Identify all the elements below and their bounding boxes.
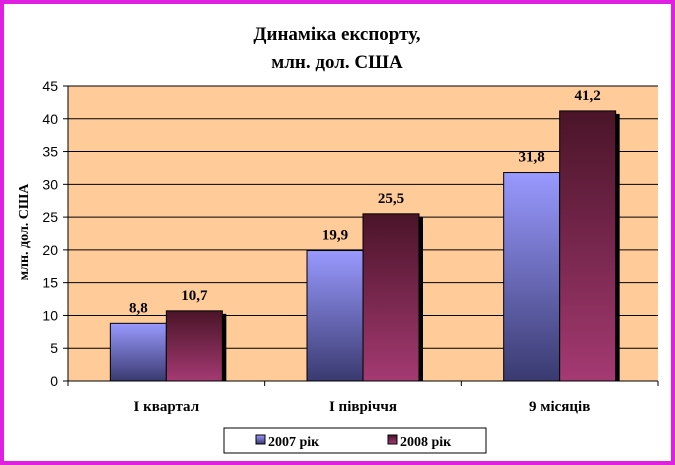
y-tick-label: 30 <box>42 176 58 192</box>
legend-label-2007: 2007 рік <box>268 435 320 450</box>
y-tick-label: 5 <box>50 340 58 356</box>
y-tick-label: 35 <box>42 144 58 160</box>
y-tick-label: 40 <box>42 111 58 127</box>
bar-2007-рік-0 <box>109 322 167 382</box>
data-label: 41,2 <box>575 88 601 104</box>
bars <box>109 110 620 382</box>
bar-2008-рік-1 <box>362 213 420 382</box>
chart-title-line-2: млн. дол. США <box>271 52 403 73</box>
x-category-label: I півріччя <box>329 399 397 415</box>
legend-swatch-2007 <box>255 434 266 445</box>
data-label: 8,8 <box>129 300 148 316</box>
legend-box <box>223 427 487 454</box>
legend-label-2008: 2008 рік <box>400 435 452 450</box>
y-tick-label: 45 <box>42 78 58 94</box>
bar-2007-рік-1 <box>306 250 364 382</box>
y-tick-label: 25 <box>42 209 58 225</box>
data-label: 19,9 <box>322 228 348 244</box>
legend-swatch-2008 <box>387 434 398 445</box>
legend: 2007 рік 2008 рік <box>223 427 487 454</box>
x-category-labels: I квартал I півріччя 9 місяців <box>134 399 591 415</box>
data-label: 25,5 <box>378 191 404 207</box>
axes <box>63 85 659 386</box>
y-tick-labels: 0 5 10 15 20 25 30 35 40 45 <box>42 78 58 389</box>
chart-title-line-1: Динаміка експорту, <box>253 24 420 45</box>
bar-2008-рік-2 <box>559 110 617 382</box>
bar-2007-рік-2 <box>503 172 561 382</box>
y-tick-label: 0 <box>50 373 58 389</box>
y-tick-label: 10 <box>42 307 58 323</box>
bar-2008-рік-0 <box>165 310 223 382</box>
data-label: 31,8 <box>519 150 545 166</box>
y-axis-label: млн. дол. США <box>17 183 32 281</box>
data-labels: 8,8 10,7 19,9 25,5 31,8 41,2 <box>129 88 601 316</box>
x-category-label: I квартал <box>134 399 200 415</box>
data-label: 10,7 <box>181 288 208 304</box>
x-category-label: 9 місяців <box>529 399 590 415</box>
y-tick-label: 15 <box>42 275 58 291</box>
y-tick-label: 20 <box>42 242 58 258</box>
